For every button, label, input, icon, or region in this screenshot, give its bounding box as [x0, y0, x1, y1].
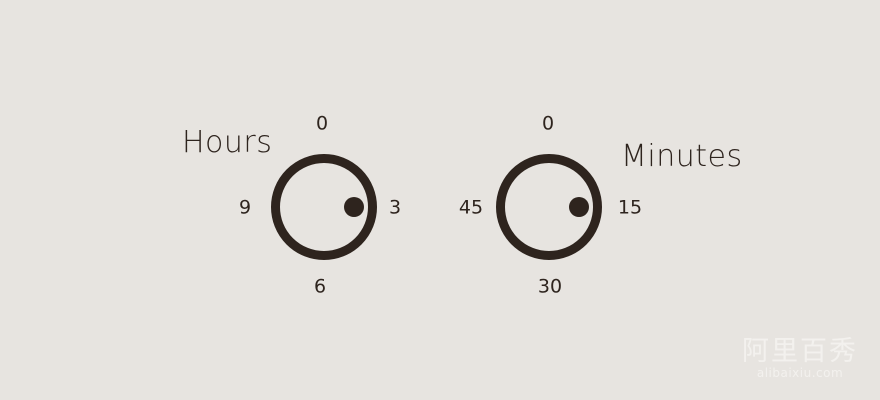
- minutes-dial[interactable]: [496, 154, 602, 260]
- minutes-dial-knob[interactable]: [569, 197, 589, 217]
- minutes-label: Minutes: [621, 139, 743, 174]
- watermark-text-cn: 阿里百秀: [742, 335, 858, 367]
- hours-dial[interactable]: [271, 154, 377, 260]
- minutes-tick-top: 0: [541, 112, 555, 135]
- hours-tick-bottom: 6: [313, 275, 327, 298]
- minutes-tick-right: 15: [617, 196, 643, 219]
- watermark-text-en: alibaixiu.com: [756, 366, 844, 380]
- watermark-logo: 阿里百秀 alibaixiu.com: [742, 335, 858, 380]
- hours-tick-left: 9: [238, 196, 252, 219]
- hours-tick-right: 3: [388, 196, 402, 219]
- hours-label: Hours: [182, 125, 273, 160]
- hours-dial-knob[interactable]: [344, 197, 364, 217]
- hours-tick-top: 0: [315, 112, 329, 135]
- minutes-tick-bottom: 30: [537, 275, 563, 298]
- minutes-tick-left: 45: [458, 196, 484, 219]
